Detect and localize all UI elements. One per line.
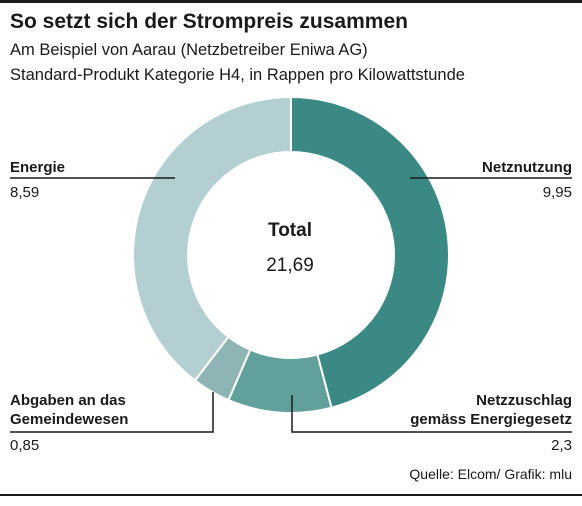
- value-netznutzung: 9,95: [542, 184, 572, 201]
- label-netznutzung: Netznutzung: [482, 159, 572, 176]
- chart-subtitle-1: Am Beispiel von Aarau (Netzbetreiber Eni…: [10, 41, 368, 59]
- leader-line-abgaben: [10, 392, 214, 433]
- center-total-value: 21,69: [266, 255, 314, 276]
- label-energie: Energie: [10, 159, 66, 176]
- label-netzzuschlag-line-2: gemäss Energiegesetz: [410, 411, 572, 428]
- source-note: Quelle: Elcom/ Grafik: mlu: [409, 466, 572, 482]
- bottom-rule: [0, 494, 582, 496]
- label-netzzuschlag-line-1: Netzzuschlag: [476, 392, 572, 409]
- donut-slice-1: [290, 95, 450, 409]
- value-netzzuschlag: 2,3: [551, 437, 572, 454]
- leader-line-netzzuschlag: [291, 395, 572, 433]
- chart-title: So setzt sich der Strompreis zusammen: [10, 10, 408, 33]
- center-total-label: Total: [268, 220, 312, 241]
- label-abgaben-line-1: Abgaben an das: [10, 392, 126, 409]
- donut-slices: [132, 95, 450, 414]
- top-rule: [0, 0, 582, 3]
- donut-slice-4: [132, 95, 292, 382]
- value-energie: 8,59: [10, 184, 40, 201]
- chart-subtitle-2: Standard-Produkt Kategorie H4, in Rappen…: [10, 66, 465, 84]
- leader-lines: [10, 177, 572, 433]
- label-abgaben-line-2: Gemeindewesen: [10, 411, 129, 428]
- value-abgaben: 0,85: [10, 437, 40, 454]
